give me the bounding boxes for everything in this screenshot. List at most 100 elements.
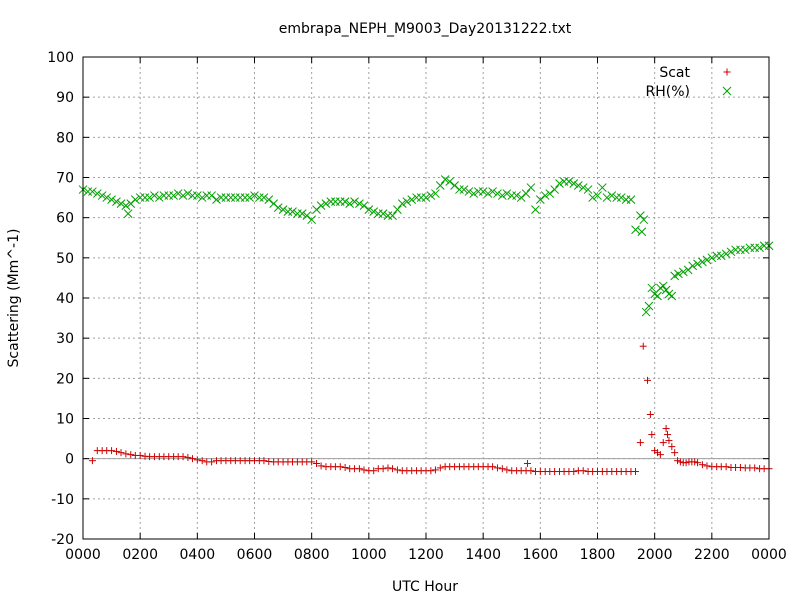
data-point xyxy=(527,467,535,475)
legend-symbol xyxy=(723,68,731,76)
data-point xyxy=(97,191,107,200)
data-point xyxy=(378,209,388,219)
data-point xyxy=(250,191,259,200)
data-point xyxy=(721,249,731,259)
data-point xyxy=(646,410,654,418)
data-point xyxy=(221,193,231,202)
data-point xyxy=(641,307,651,317)
y-tick-label: 20 xyxy=(56,371,74,387)
x-tick-label: 0800 xyxy=(294,547,330,563)
data-point xyxy=(341,464,349,472)
data-point xyxy=(616,193,626,202)
data-point xyxy=(122,450,130,458)
data-point xyxy=(698,461,706,469)
data-point xyxy=(648,431,656,439)
data-point xyxy=(388,211,397,221)
data-point xyxy=(326,197,336,206)
data-point xyxy=(117,449,125,457)
data-point xyxy=(273,203,283,212)
data-point xyxy=(497,191,507,200)
data-point xyxy=(207,191,216,200)
y-tick-label: 50 xyxy=(56,251,74,267)
data-point xyxy=(751,464,759,472)
data-point xyxy=(702,255,712,265)
data-point xyxy=(108,447,116,455)
data-point xyxy=(665,437,673,445)
data-point xyxy=(278,205,288,214)
y-tick-label: 100 xyxy=(47,50,74,66)
data-point xyxy=(750,243,760,253)
data-point xyxy=(359,201,369,210)
data-point xyxy=(331,197,340,206)
data-point xyxy=(379,465,387,473)
data-point xyxy=(664,431,672,439)
x-tick-label: 1000 xyxy=(351,547,387,563)
data-point xyxy=(636,439,644,447)
data-point xyxy=(112,447,120,455)
data-point xyxy=(602,193,612,202)
data-point xyxy=(440,175,450,184)
y-axis-label: Scattering (Mm^-1) xyxy=(6,229,22,368)
series-rh xyxy=(78,175,774,317)
data-point xyxy=(653,291,662,301)
data-point xyxy=(693,259,702,269)
data-point xyxy=(83,187,93,196)
data-point xyxy=(632,468,640,476)
data-point xyxy=(226,193,236,202)
data-point xyxy=(469,189,479,198)
y-tick-label: 10 xyxy=(56,412,74,428)
data-point xyxy=(688,261,698,271)
data-point xyxy=(637,227,647,237)
data-point xyxy=(212,195,221,204)
data-point xyxy=(703,462,711,470)
data-point xyxy=(402,197,412,206)
x-tick-labels: 0000 0200 0400 0600 0800 1000 1200 1400 1600 1800… xyxy=(65,547,787,563)
data-point xyxy=(164,191,174,200)
data-point xyxy=(682,459,690,467)
data-point xyxy=(283,207,293,216)
data-point xyxy=(188,455,196,463)
data-point xyxy=(431,466,439,474)
data-point xyxy=(145,193,154,202)
x-tick-label: 2000 xyxy=(637,547,673,563)
data-point xyxy=(512,191,521,200)
data-point xyxy=(426,191,436,200)
data-point xyxy=(173,189,183,198)
data-point xyxy=(169,191,178,200)
x-tick-label: 1400 xyxy=(465,547,501,563)
y-tick-label: -10 xyxy=(51,492,74,508)
x-tick-label: 0400 xyxy=(180,547,216,563)
data-point xyxy=(317,462,325,470)
legend-label-scat: Scat xyxy=(659,65,690,81)
data-point xyxy=(397,199,407,208)
series-scat xyxy=(88,342,773,476)
data-point xyxy=(691,458,699,466)
data-point xyxy=(493,464,501,472)
data-point xyxy=(393,466,401,474)
data-point xyxy=(355,199,364,208)
data-point xyxy=(726,247,736,257)
data-point xyxy=(671,449,679,457)
data-point xyxy=(722,463,730,471)
data-point xyxy=(639,215,649,225)
data-point xyxy=(383,211,393,221)
data-point xyxy=(445,177,455,186)
data-point xyxy=(297,209,307,219)
data-point xyxy=(355,465,363,473)
data-point xyxy=(393,205,402,214)
data-point xyxy=(564,177,574,186)
data-point xyxy=(656,451,664,459)
y-tick-labels: -20 -10 0 10 20 30 40 50 60 70 80 90 100 xyxy=(47,50,74,548)
data-point xyxy=(464,187,474,196)
data-point xyxy=(712,251,722,261)
data-point xyxy=(569,179,579,188)
data-point xyxy=(235,193,245,202)
data-point xyxy=(570,468,578,476)
data-point xyxy=(526,183,536,192)
data-point xyxy=(736,245,745,255)
legend-marker-rh xyxy=(722,86,732,96)
data-point xyxy=(427,467,435,475)
data-point xyxy=(598,183,607,192)
y-tick-label: 90 xyxy=(56,90,74,106)
